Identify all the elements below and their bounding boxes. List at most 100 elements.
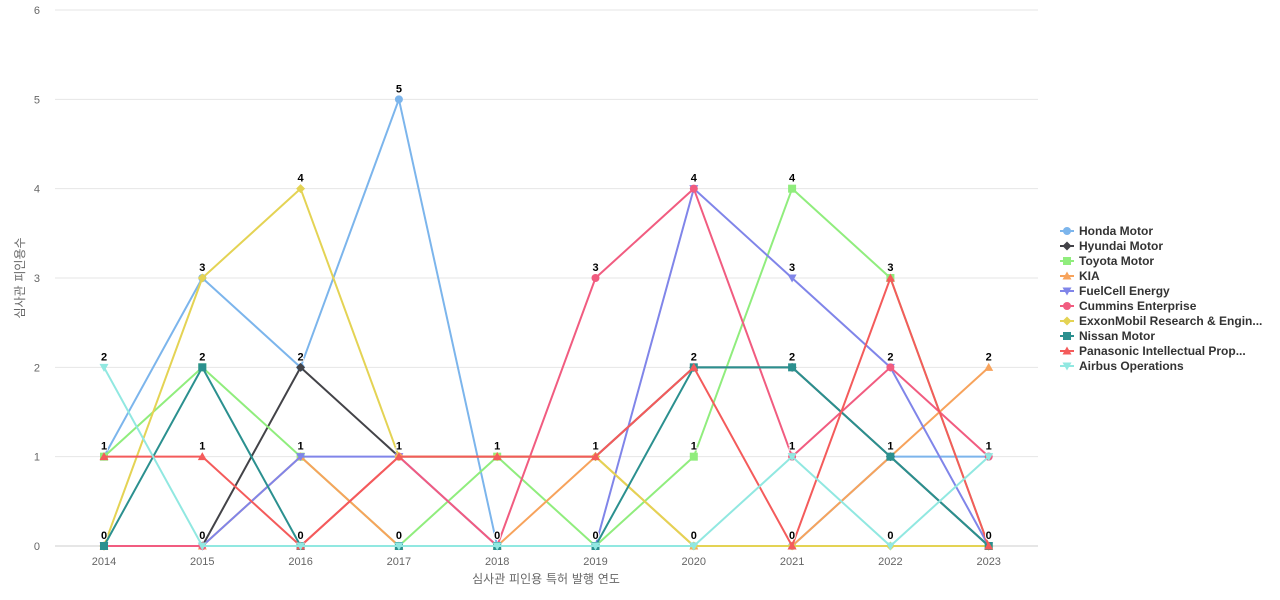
legend-marker <box>1063 332 1071 340</box>
data-point <box>787 274 797 283</box>
legend-item[interactable]: Toyota Motor <box>1060 254 1154 268</box>
data-label: 4 <box>691 173 698 185</box>
data-label: 2 <box>691 351 697 363</box>
x-tick-label: 2015 <box>190 556 214 568</box>
series-9 <box>99 363 994 551</box>
y-tick-label: 4 <box>34 184 40 196</box>
data-point <box>689 452 698 461</box>
legend-marker <box>1063 227 1071 235</box>
data-point <box>296 453 306 462</box>
legend-label: FuelCell Energy <box>1079 284 1170 298</box>
x-tick-label: 2021 <box>780 556 804 568</box>
data-point <box>591 542 600 551</box>
data-point <box>984 362 994 371</box>
data-point <box>886 452 895 461</box>
data-label: 0 <box>691 530 697 542</box>
legend-label: KIA <box>1079 269 1100 283</box>
data-label: 0 <box>592 530 598 542</box>
y-tick-label: 3 <box>34 273 40 285</box>
data-point <box>198 363 207 372</box>
data-label: 4 <box>298 173 305 185</box>
x-tick-label: 2020 <box>682 556 706 568</box>
data-point <box>689 184 698 193</box>
data-label: 0 <box>396 530 402 542</box>
x-tick-label: 2016 <box>288 556 312 568</box>
data-point <box>100 542 108 550</box>
data-label: 0 <box>789 530 795 542</box>
data-point <box>984 541 994 550</box>
data-point <box>885 273 895 282</box>
legend-item[interactable]: Panasonic Intellectual Prop... <box>1060 344 1246 358</box>
y-axis-title: 심사관 피인용수 <box>13 237 27 318</box>
data-label: 0 <box>494 530 500 542</box>
series-line <box>103 366 990 547</box>
data-point <box>394 542 404 551</box>
legend-label: Airbus Operations <box>1079 359 1184 373</box>
data-label: 3 <box>887 262 893 274</box>
data-point <box>492 452 502 461</box>
data-label: 1 <box>199 441 205 453</box>
data-label: 0 <box>986 530 992 542</box>
x-tick-label: 2019 <box>583 556 607 568</box>
legend-marker <box>1063 257 1071 265</box>
legend-item[interactable]: Nissan Motor <box>1060 329 1155 343</box>
legend-item[interactable]: KIA <box>1060 269 1100 283</box>
data-label: 5 <box>396 83 402 95</box>
x-tick-label: 2023 <box>976 556 1000 568</box>
legend-item[interactable]: Hyundai Motor <box>1060 239 1163 253</box>
data-label: 3 <box>199 262 205 274</box>
data-point <box>787 541 797 550</box>
data-label: 1 <box>592 441 598 453</box>
legend-item[interactable]: ExxonMobil Research & Engin... <box>1060 314 1262 328</box>
legend-item[interactable]: Honda Motor <box>1060 224 1153 238</box>
data-point <box>197 273 207 283</box>
x-tick-label: 2022 <box>878 556 902 568</box>
legend-label: Panasonic Intellectual Prop... <box>1079 344 1246 358</box>
legend-marker <box>1062 271 1072 280</box>
data-point <box>886 363 895 372</box>
data-point <box>984 453 994 462</box>
data-point <box>788 363 797 372</box>
legend-marker <box>1062 362 1072 371</box>
data-label: 2 <box>298 351 304 363</box>
data-point <box>787 453 797 462</box>
legend-marker <box>1062 241 1072 251</box>
series-line <box>104 277 990 547</box>
data-label: 2 <box>887 351 893 363</box>
data-label: 0 <box>298 530 304 542</box>
grid-lines <box>55 9 1038 547</box>
legend-label: ExxonMobil Research & Engin... <box>1079 314 1262 328</box>
data-point <box>591 452 600 461</box>
legend-marker <box>1062 316 1072 326</box>
data-label: 2 <box>986 351 992 363</box>
data-label: 1 <box>986 441 992 453</box>
legend-item[interactable]: Airbus Operations <box>1060 359 1184 373</box>
data-point <box>197 452 207 461</box>
x-tick-label: 2014 <box>92 556 116 568</box>
series-lines <box>99 95 994 551</box>
data-point <box>689 542 699 551</box>
y-tick-label: 5 <box>34 94 40 106</box>
data-label: 0 <box>199 530 205 542</box>
x-axis-title: 심사관 피인용 특허 발행 연도 <box>472 571 620 586</box>
data-label: 0 <box>887 530 893 542</box>
legend-label: Hyundai Motor <box>1079 239 1163 253</box>
data-point <box>591 274 600 282</box>
data-point <box>296 184 306 194</box>
data-label: 1 <box>494 441 500 453</box>
data-point <box>296 362 306 372</box>
y-tick-label: 0 <box>34 541 40 553</box>
legend-marker <box>1062 287 1072 296</box>
legend-label: Cummins Enterprise <box>1079 299 1197 313</box>
legend-item[interactable]: FuelCell Energy <box>1060 284 1170 298</box>
data-point <box>197 542 207 551</box>
legend-item[interactable]: Cummins Enterprise <box>1060 299 1197 313</box>
data-point <box>885 542 895 551</box>
data-label: 2 <box>789 351 795 363</box>
data-label: 3 <box>592 262 598 274</box>
